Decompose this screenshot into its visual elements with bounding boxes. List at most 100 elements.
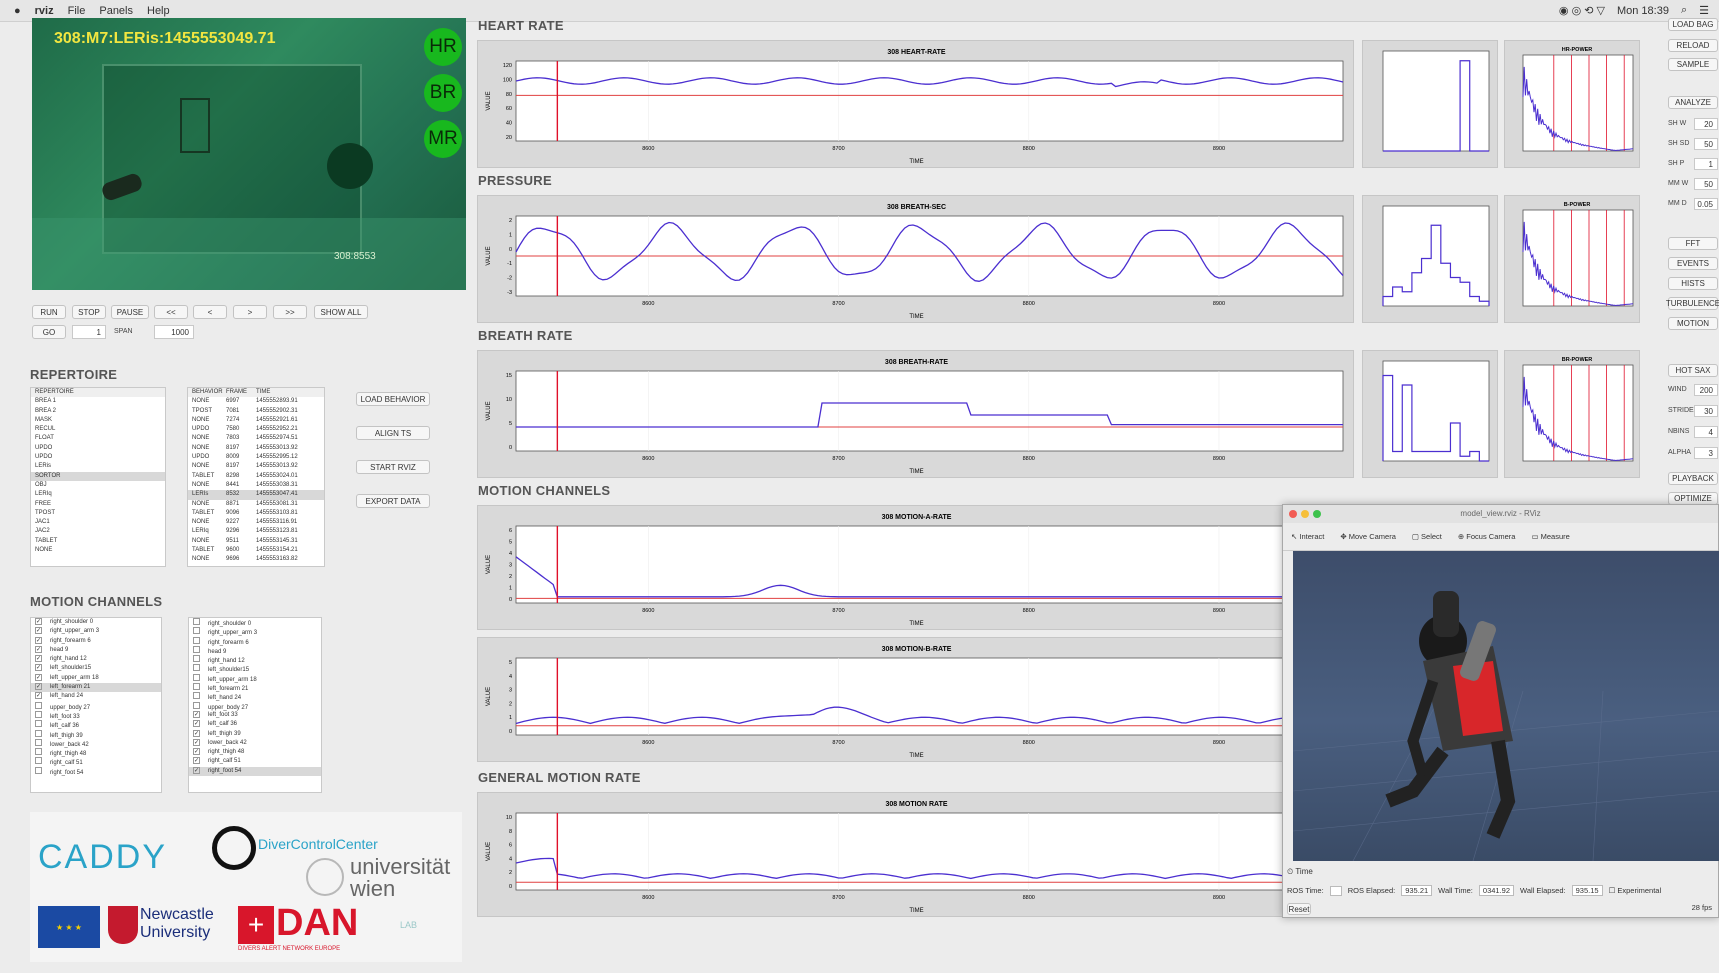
motion-a-plot[interactable]: 308 MOTION-A-RATE TIME VALUE 6 5 4 3 2 1 0 8600 870… [477,505,1354,630]
repertoire-item[interactable]: BREA 1 [35,398,57,405]
turbulence-button[interactable]: TURBULENCE [1665,297,1719,310]
motion-channel-item[interactable]: ✓ right_shoulder 0 [31,618,161,627]
repertoire-list[interactable]: REPERTOIRE BREA 1 BREA 2 MASK RECUL FLOAT UPDO… [30,387,166,567]
rviz-3d-view[interactable] [1292,551,1719,862]
motion-channel-item[interactable]: upper_body 27 [31,701,161,711]
motion-channel-item[interactable]: right_foot 54 [31,766,161,776]
motion-channels-right-list[interactable]: right_shoulder 0 right_upper_arm 3 right_f… [188,617,322,793]
motion-channel-item[interactable]: ✓ right_forearm 6 [31,636,161,646]
channel-checkbox[interactable]: ✓ [35,627,42,635]
param-field[interactable]: 200 [1694,384,1718,396]
motion-channel-item[interactable]: right_shoulder 0 [189,618,321,627]
menu-app-name[interactable]: rviz [34,4,54,17]
event-row[interactable]: NONE 9696 1455553163.82 [188,555,324,564]
breath-rate-plot[interactable]: 308 BREATH-RATE TIME VALUE 15 10 5 0 8600 8700 88… [477,350,1354,478]
motion-channel-item[interactable]: left_forearm 21 [189,683,321,692]
channel-checkbox[interactable] [35,766,42,774]
event-row[interactable]: LERIq 9296 1455553123.81 [188,527,324,536]
motion-channel-item[interactable]: right_forearm 6 [189,636,321,646]
motion-channel-item[interactable]: ✓ left_upper_arm 18 [31,673,161,683]
export-data-button[interactable]: EXPORT DATA [356,494,430,508]
channel-checkbox[interactable] [193,692,200,700]
motion-channel-item[interactable]: left_thigh 39 [31,729,161,739]
motion-channel-item[interactable]: ✓ right_hand 12 [31,655,161,664]
motion-channel-item[interactable]: right_calf 51 [31,757,161,766]
motion-channels-left-list[interactable]: ✓ right_shoulder 0 ✓ right_upper_arm 3 ✓ righ… [30,617,162,793]
param-field[interactable]: 3 [1694,447,1718,459]
close-window-icon[interactable] [1289,510,1297,518]
motion-channel-item[interactable]: ✓ left_calf 36 [189,720,321,729]
load-bag-button[interactable]: LOAD BAG [1668,18,1718,31]
channel-checkbox[interactable] [35,710,42,718]
span-field[interactable]: 1000 [154,325,194,339]
histogram-plot[interactable] [1362,40,1498,168]
list-icon[interactable]: ☰ [1699,5,1709,17]
param-field[interactable]: 50 [1694,138,1718,150]
repertoire-item[interactable]: NONE [35,547,53,554]
motion-b-plot[interactable]: 308 MOTION-B-RATE TIME VALUE 5 4 3 2 1 0 8600 8700… [477,637,1354,762]
power-plot[interactable]: HR-POWER [1504,40,1640,168]
motion-rate-plot[interactable]: 308 MOTION RATE TIME VALUE 10 8 6 4 2 0 8600 8700 8… [477,792,1354,917]
reload-button[interactable]: RELOAD [1668,39,1718,52]
event-row[interactable]: NONE 8197 1455553013.92 [188,462,324,471]
channel-checkbox[interactable]: ✓ [193,729,200,737]
motion-channel-item[interactable]: ✓ right_calf 51 [189,757,321,766]
go-button[interactable]: GO [32,325,66,339]
power-plot[interactable]: B-POWER [1504,195,1640,323]
param-field[interactable]: 50 [1694,178,1718,190]
menu-help[interactable]: Help [147,4,170,17]
pause-button[interactable]: PAUSE [111,305,149,319]
event-row[interactable]: NONE 8197 1455553013.92 [188,444,324,453]
repertoire-item[interactable]: FLOAT [35,435,54,442]
channel-checkbox[interactable] [193,664,200,672]
channel-checkbox[interactable] [35,748,42,756]
event-row[interactable]: NONE 7274 1455552921.61 [188,416,324,425]
heart-rate-plot[interactable]: 308 HEART-RATE TIME VALUE 120 100 80 60 40 20 860… [477,40,1354,168]
motion-channel-item[interactable]: head 9 [189,645,321,655]
fft-button[interactable]: FFT [1668,237,1718,250]
event-row[interactable]: TABLET 9600 1455553154.21 [188,546,324,555]
motion-channel-item[interactable]: left_foot 33 [31,710,161,720]
repertoire-item[interactable]: FREE [35,500,52,507]
channel-checkbox[interactable]: ✓ [193,766,200,774]
channel-checkbox[interactable]: ✓ [193,738,200,746]
repertoire-item[interactable]: RECUL [35,426,56,433]
channel-checkbox[interactable]: ✓ [193,757,200,765]
repertoire-item[interactable]: BREA 2 [35,407,57,414]
param-field[interactable]: 30 [1694,405,1718,417]
histogram-plot[interactable] [1362,350,1498,478]
motion-channel-item[interactable]: right_upper_arm 3 [189,627,321,636]
channel-checkbox[interactable]: ✓ [193,720,200,728]
event-row[interactable]: NONE 7803 1455552974.51 [188,434,324,443]
event-row[interactable]: TABLET 9096 1455553103.81 [188,509,324,518]
interact-tool[interactable]: ↖ Interact [1291,532,1325,541]
param-field[interactable]: 0.05 [1694,198,1718,210]
step-forward-button[interactable]: > [233,305,267,319]
channel-checkbox[interactable] [35,720,42,728]
motion-channel-item[interactable]: ✓ right_foot 54 [189,766,321,777]
event-row[interactable]: NONE 9511 1455553145.31 [188,537,324,546]
motion-channel-item[interactable]: left_hand 24 [189,692,321,701]
measure-tool[interactable]: ▭ Measure [1531,532,1570,541]
motion-channel-item[interactable]: left_upper_arm 18 [189,673,321,683]
stop-button[interactable]: STOP [72,305,106,319]
event-row[interactable]: NONE 6997 1455552893.91 [188,397,324,406]
hists-button[interactable]: HISTS [1668,277,1718,290]
motion-channel-item[interactable]: ✓ right_upper_arm 3 [31,627,161,636]
analyze-button[interactable]: ANALYZE [1668,96,1718,109]
sample-button[interactable]: SAMPLE [1668,58,1718,71]
reset-button[interactable]: Reset [1287,903,1311,915]
motion-channel-item[interactable]: lower_back 42 [31,738,161,748]
channel-checkbox[interactable]: ✓ [35,664,42,672]
show-all-button[interactable]: SHOW ALL [314,305,368,319]
experimental-checkbox[interactable]: ☐ Experimental [1608,886,1662,895]
menu-panels[interactable]: Panels [99,4,133,17]
motion-channel-item[interactable]: upper_body 27 [189,701,321,711]
power-plot[interactable]: BR-POWER [1504,350,1640,478]
run-button[interactable]: RUN [32,305,66,319]
search-icon[interactable]: ⌕ [1680,4,1688,16]
repertoire-item[interactable]: OBJ [35,481,47,488]
motion-channel-item[interactable]: ✓ right_thigh 48 [189,748,321,757]
channel-checkbox[interactable] [35,701,42,709]
maximize-window-icon[interactable] [1313,510,1321,518]
